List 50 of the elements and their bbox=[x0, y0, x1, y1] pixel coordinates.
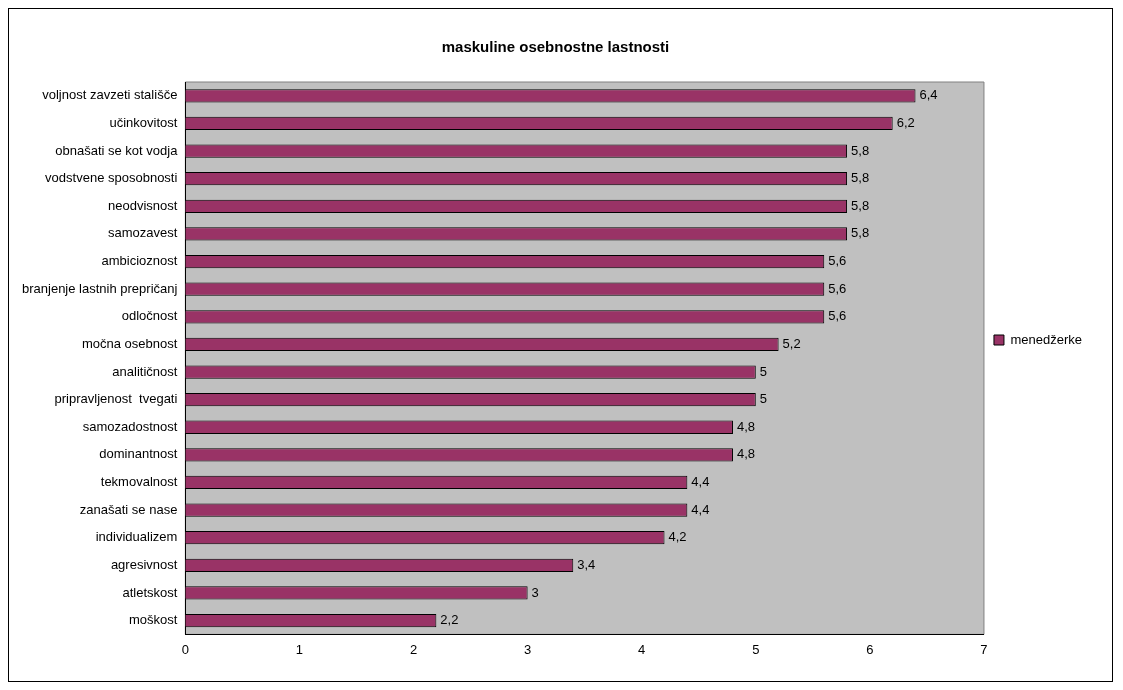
data-label: 4,8 bbox=[736, 446, 756, 462]
data-label: 3 bbox=[531, 584, 539, 600]
data-label: 5,6 bbox=[828, 253, 847, 269]
y-tick-label: samozavest bbox=[108, 225, 178, 241]
y-tick-label: moškost bbox=[128, 612, 178, 628]
y-tick-label: neodvisnost bbox=[107, 197, 178, 213]
data-label: 4,8 bbox=[736, 418, 756, 434]
y-tick-label: vodstvene sposobnosti bbox=[45, 170, 178, 186]
x-tick-label: 7 bbox=[980, 641, 988, 657]
data-label: 5,8 bbox=[851, 197, 870, 213]
data-label: 2,2 bbox=[440, 612, 459, 628]
x-tick-label: 0 bbox=[181, 641, 189, 657]
data-label: 6,4 bbox=[919, 87, 938, 103]
y-tick-label: obnašati se kot vodja bbox=[55, 142, 179, 158]
x-tick-label: 5 bbox=[752, 641, 760, 657]
y-tick-label: analitičnost bbox=[112, 363, 178, 379]
data-label: 5,6 bbox=[828, 280, 847, 296]
data-label: 5,8 bbox=[851, 170, 870, 186]
data-label: 5,8 bbox=[851, 225, 870, 241]
chart-title: maskuline osebnostne lastnosti bbox=[441, 38, 670, 56]
data-label: 5,2 bbox=[782, 335, 801, 351]
legend-label: menedžerke bbox=[1010, 331, 1083, 347]
data-label: 5 bbox=[759, 363, 768, 379]
x-tick-label: 1 bbox=[295, 641, 304, 657]
data-label: 5,6 bbox=[828, 308, 847, 324]
data-label: 5,8 bbox=[851, 142, 870, 158]
y-tick-label: zanašati se nase bbox=[79, 501, 178, 517]
y-tick-label: agresivnost bbox=[110, 556, 178, 572]
data-label: 5 bbox=[759, 391, 768, 407]
y-tick-label: tekmovalnost bbox=[100, 474, 178, 490]
data-label: 3,4 bbox=[577, 556, 596, 572]
x-tick-label: 4 bbox=[638, 641, 646, 657]
data-label: 6,2 bbox=[896, 115, 915, 131]
y-tick-label: učinkovitost bbox=[109, 115, 178, 131]
y-tick-label: ambicioznost bbox=[101, 253, 178, 269]
y-tick-label: branjenje lastnih prepričanj bbox=[22, 280, 178, 296]
y-tick-label: samozadostnost bbox=[82, 418, 178, 434]
y-tick-label: pripravljenost tvegati bbox=[54, 391, 178, 407]
y-tick-label: atletskost bbox=[122, 584, 178, 600]
data-label: 4,2 bbox=[668, 529, 687, 545]
y-tick-label: odločnost bbox=[121, 308, 178, 324]
y-tick-label: individualizem bbox=[95, 529, 178, 545]
data-label: 4,4 bbox=[691, 474, 710, 490]
x-tick-label: 3 bbox=[524, 641, 532, 657]
x-tick-label: 6 bbox=[866, 641, 874, 657]
data-label: 4,4 bbox=[691, 501, 710, 517]
x-tick-label: 2 bbox=[409, 641, 418, 657]
y-tick-label: močna osebnost bbox=[81, 335, 178, 351]
y-tick-label: voljnost zavzeti stališče bbox=[42, 87, 178, 103]
y-tick-label: dominantnost bbox=[99, 446, 178, 462]
